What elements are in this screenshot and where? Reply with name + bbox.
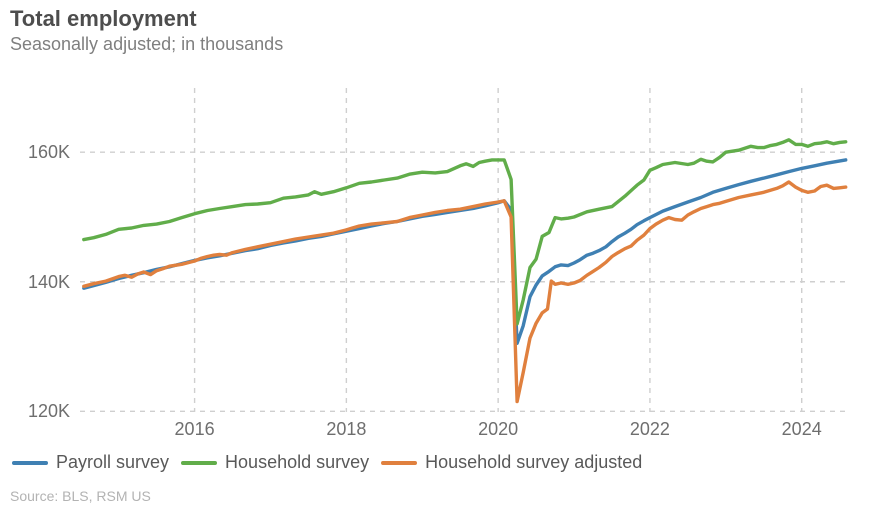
page-subtitle: Seasonally adjusted; in thousands xyxy=(10,34,284,54)
page-title: Total employment xyxy=(10,6,197,31)
payroll-line-swatch-icon xyxy=(12,460,48,465)
series-line-payroll-survey xyxy=(82,158,848,345)
y-axis-tick-label: 160K xyxy=(27,142,70,163)
legend-item-household-survey: Household survey xyxy=(181,452,369,473)
household-adjusted-line-swatch-icon xyxy=(381,460,418,465)
source-attribution: Source: BLS, RSM US xyxy=(10,488,151,504)
x-axis-tick-label: 2024 xyxy=(781,419,822,439)
y-axis-tick-label: 120K xyxy=(27,401,70,422)
legend-label: Payroll survey xyxy=(56,452,170,472)
series-line-household-survey xyxy=(82,138,848,326)
x-axis-tick-label: 2016 xyxy=(174,419,215,439)
chart-legend: Payroll survey Household survey Househol… xyxy=(12,452,642,473)
household-line-swatch-icon xyxy=(181,460,218,465)
y-axis-tick-label: 140K xyxy=(27,271,70,292)
x-axis-tick-label: 2022 xyxy=(629,419,670,439)
legend-label: Household survey adjusted xyxy=(425,452,643,472)
legend-item-payroll-survey: Payroll survey xyxy=(12,452,169,473)
x-axis-tick-label: 2018 xyxy=(326,419,367,439)
x-axis-tick-label: 2020 xyxy=(478,419,519,439)
series-line-household-survey-adjusted xyxy=(82,180,848,404)
legend-label: Household survey xyxy=(225,452,370,472)
legend-item-household-survey-adjusted: Household survey adjusted xyxy=(381,452,642,473)
